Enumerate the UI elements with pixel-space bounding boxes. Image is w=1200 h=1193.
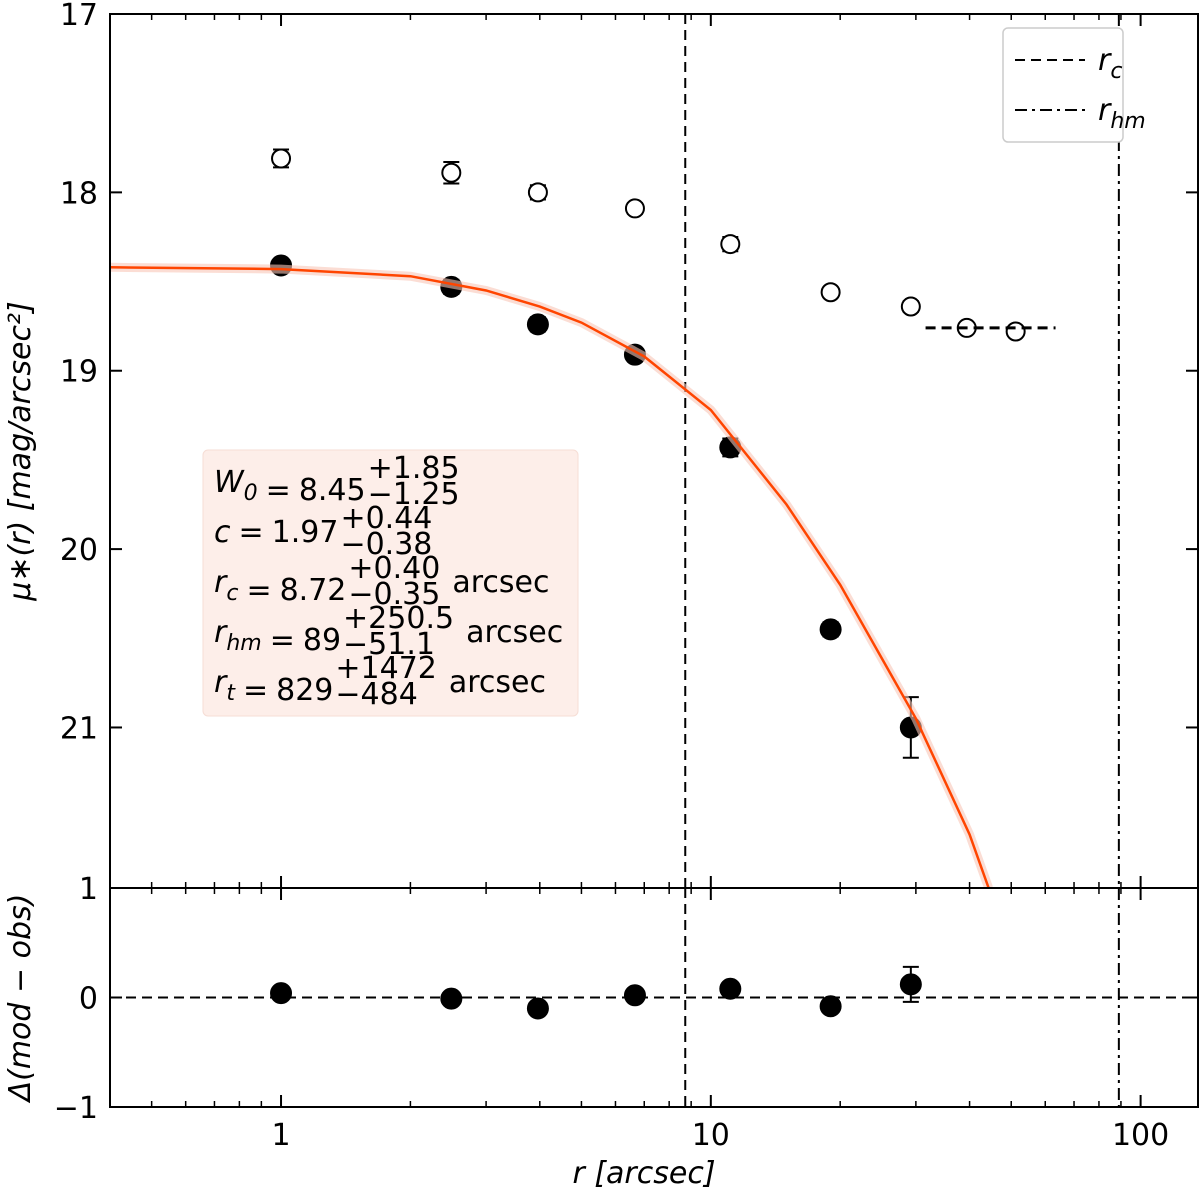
param-plus: +1472 bbox=[335, 651, 436, 686]
data-point bbox=[899, 973, 922, 996]
x-axis-label: r [arcsec] bbox=[572, 1156, 715, 1191]
param-unit: arcsec bbox=[449, 665, 546, 700]
param-relation: = bbox=[239, 515, 264, 550]
param-text: rt = 829 bbox=[214, 665, 333, 708]
legend-label: rhm bbox=[1098, 93, 1146, 134]
legend-symbol: r bbox=[1098, 43, 1112, 78]
param-symbol: r bbox=[214, 665, 228, 700]
annotation-box bbox=[202, 449, 579, 717]
param-value: 829 bbox=[276, 673, 333, 708]
param-text: c = 1.97 bbox=[214, 515, 338, 550]
data-point bbox=[440, 987, 463, 1010]
legend-subscript: c bbox=[1110, 59, 1122, 84]
y-tick-label: 0 bbox=[79, 982, 98, 1017]
param-subscript: t bbox=[226, 681, 236, 706]
data-point bbox=[527, 182, 548, 203]
legend-subscript: hm bbox=[1110, 109, 1145, 134]
param-minus: −0.38 bbox=[340, 527, 432, 562]
data-point bbox=[270, 982, 293, 1005]
param-relation: = bbox=[266, 473, 291, 508]
param-unit: arcsec bbox=[466, 615, 563, 650]
data-point bbox=[271, 148, 292, 169]
data-point bbox=[441, 162, 462, 183]
param-symbol: W bbox=[214, 465, 245, 500]
param-relation: = bbox=[270, 623, 295, 658]
param-symbol: c bbox=[214, 515, 231, 550]
data-point bbox=[719, 977, 742, 1000]
data-point bbox=[623, 984, 646, 1007]
param-minus: −51.1 bbox=[343, 627, 435, 662]
param-plus: +1.85 bbox=[368, 451, 460, 486]
legend-symbol: r bbox=[1098, 93, 1112, 128]
param-plus: +0.44 bbox=[340, 501, 432, 536]
x-tick-label: 100 bbox=[1112, 1118, 1169, 1153]
y-tick-label: 20 bbox=[60, 533, 98, 568]
x-tick-label: 10 bbox=[692, 1118, 730, 1153]
data-point bbox=[526, 313, 549, 336]
y-tick-label: −1 bbox=[54, 1091, 98, 1126]
data-point bbox=[819, 995, 842, 1018]
y-tick-label: 18 bbox=[60, 176, 98, 211]
param-minus: −484 bbox=[335, 677, 417, 712]
param-subscript: c bbox=[226, 581, 238, 606]
data-point bbox=[526, 997, 549, 1020]
data-point bbox=[819, 618, 842, 641]
param-relation: = bbox=[246, 573, 271, 608]
axes-frame bbox=[109, 887, 1199, 1108]
model-line bbox=[110, 266, 990, 888]
param-relation: = bbox=[243, 673, 268, 708]
param-text: rc = 8.72 bbox=[214, 565, 346, 608]
y-tick-label: 1 bbox=[79, 872, 98, 907]
param-plus: +0.40 bbox=[348, 551, 440, 586]
data-point bbox=[900, 296, 921, 317]
y-tick-label: 17 bbox=[60, 0, 98, 33]
legend-box bbox=[1002, 27, 1124, 143]
y-axis-label: Δ(mod − obs) bbox=[3, 894, 38, 1104]
plot-area bbox=[110, 888, 1198, 1107]
y-tick-label: 19 bbox=[60, 355, 98, 390]
param-value: 1.97 bbox=[272, 515, 339, 550]
data-point bbox=[820, 282, 841, 303]
param-symbol: r bbox=[214, 615, 228, 650]
param-minus: −1.25 bbox=[368, 477, 460, 512]
x-tick-label: 1 bbox=[271, 1118, 290, 1153]
y-axis-label: μ∗(r) [mag/arcsec²] bbox=[3, 301, 38, 602]
param-symbol: r bbox=[214, 565, 228, 600]
plot-area bbox=[110, 14, 1120, 888]
param-text: W0 = 8.45 bbox=[214, 465, 366, 508]
data-point bbox=[720, 234, 741, 255]
param-value: 89 bbox=[303, 623, 341, 658]
y-tick-label: 21 bbox=[60, 711, 98, 746]
param-value: 8.72 bbox=[280, 573, 347, 608]
param-subscript: 0 bbox=[244, 481, 258, 506]
param-subscript: hm bbox=[226, 631, 261, 656]
legend-label: rc bbox=[1098, 43, 1122, 84]
data-point bbox=[1005, 321, 1026, 342]
param-value: 8.45 bbox=[299, 473, 366, 508]
param-text: rhm = 89 bbox=[214, 615, 341, 658]
param-unit: arcsec bbox=[452, 565, 549, 600]
param-plus: +250.5 bbox=[343, 601, 454, 636]
param-minus: −0.35 bbox=[348, 577, 440, 612]
data-point bbox=[624, 198, 645, 219]
